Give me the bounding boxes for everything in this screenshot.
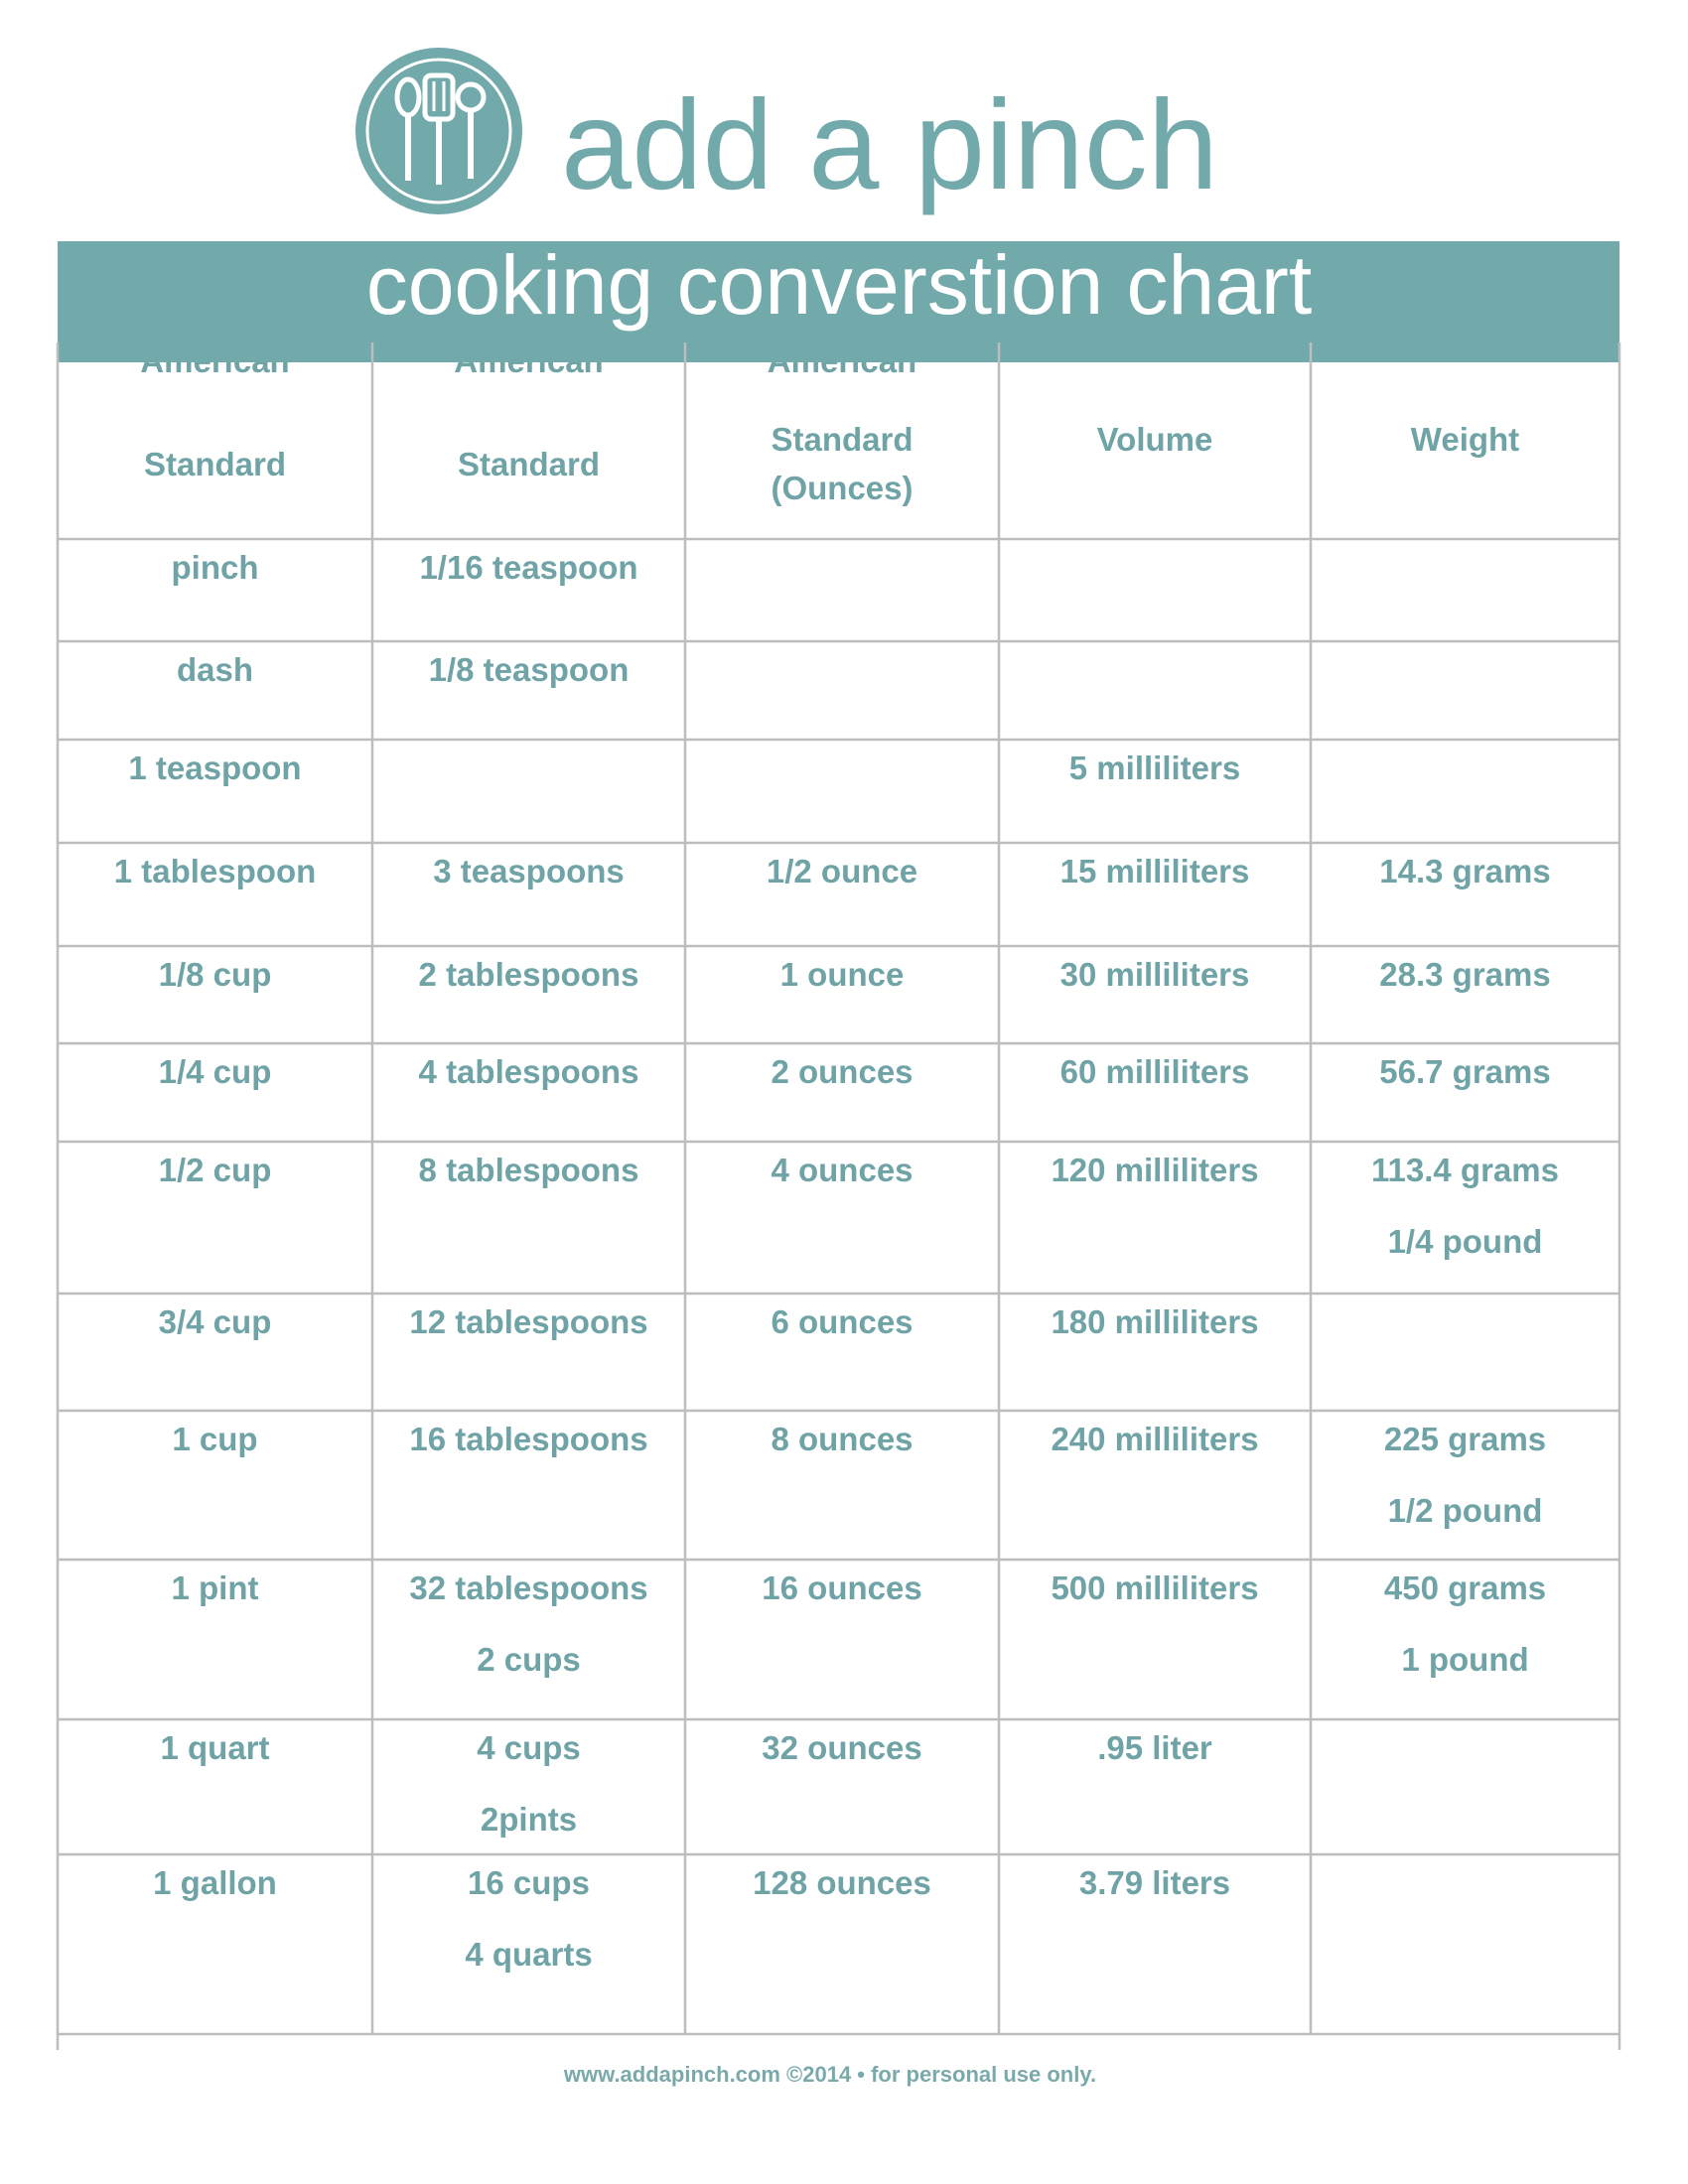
table-cell: 5 milliliters xyxy=(1069,750,1240,786)
table-cell: 4 quarts xyxy=(465,1936,592,1973)
table-cell: 1 cup xyxy=(172,1421,257,1457)
table-cell: 16 tablespoons xyxy=(409,1421,647,1457)
table-cell: 1/2 pound xyxy=(1388,1492,1543,1529)
table-cell: 2 ounces xyxy=(771,1053,913,1090)
table-cell: 3/4 cup xyxy=(159,1303,272,1340)
table-cell: 30 milliliters xyxy=(1060,956,1250,993)
table-cell: 8 ounces xyxy=(771,1421,913,1457)
table-cell: 4 ounces xyxy=(771,1152,913,1188)
table-cell: 1 pint xyxy=(172,1570,259,1606)
table-cell: 56.7 grams xyxy=(1379,1053,1550,1090)
table-cell: 6 ounces xyxy=(771,1303,913,1340)
table-cell: 1/4 cup xyxy=(159,1053,272,1090)
table-cell: 3.79 liters xyxy=(1079,1864,1230,1901)
table-cell: 128 ounces xyxy=(753,1864,931,1901)
table-cell: 1 ounce xyxy=(780,956,905,993)
table-cell: 16 cups xyxy=(468,1864,590,1901)
table-cell: 8 tablespoons xyxy=(419,1152,639,1188)
banner-title: cooking converstion chart xyxy=(366,238,1313,332)
table-cell: 32 tablespoons xyxy=(409,1570,647,1606)
table-cell: 120 milliliters xyxy=(1051,1152,1258,1188)
table-cell: 1 gallon xyxy=(153,1864,277,1901)
table-cell: 240 milliliters xyxy=(1051,1421,1258,1457)
table-cell: 16 ounces xyxy=(762,1570,921,1606)
table-cell: 60 milliliters xyxy=(1060,1053,1250,1090)
table-cell: 1 pound xyxy=(1401,1641,1528,1678)
table-cell: 1/8 teaspoon xyxy=(429,651,630,688)
header-cell: Standard xyxy=(458,446,600,482)
logo-text: add a pinch xyxy=(561,74,1218,216)
header-cell: Volume xyxy=(1097,421,1213,458)
table-cell: 1/2 cup xyxy=(159,1152,272,1188)
header-cell: Standard xyxy=(144,446,286,482)
table-cell: 1 tablespoon xyxy=(114,853,317,889)
header-cell: American xyxy=(454,342,603,379)
table: American Standard American Standard American… xyxy=(56,342,1621,2050)
table-cell: 113.4 grams xyxy=(1371,1152,1559,1188)
table-cell: 1/8 cup xyxy=(159,956,272,993)
header-cell: Weight xyxy=(1411,421,1519,458)
footer: www.addapinch.com ©2014 • for personal u… xyxy=(563,2062,1096,2087)
table-cell: 4 tablespoons xyxy=(419,1053,639,1090)
table-cell: 15 milliliters xyxy=(1060,853,1250,889)
table-cell: dash xyxy=(177,651,253,688)
table-header: American Standard American Standard American… xyxy=(140,342,1519,506)
table-cell: 1 teaspoon xyxy=(128,750,301,786)
header-cell: (Ounces) xyxy=(771,470,913,506)
table-cell: 450 grams xyxy=(1384,1570,1546,1606)
table-cell: 2 tablespoons xyxy=(419,956,639,993)
header-cell: American xyxy=(140,342,289,379)
table-cell: 4 cups xyxy=(477,1729,581,1766)
table-cell: 225 grams xyxy=(1384,1421,1546,1457)
table-cell: 500 milliliters xyxy=(1051,1570,1258,1606)
table-cell: pinch xyxy=(172,549,259,586)
table-cell: 28.3 grams xyxy=(1379,956,1550,993)
table-cell: 2 cups xyxy=(477,1641,581,1678)
table-cell: 180 milliliters xyxy=(1051,1303,1258,1340)
table-cell: 12 tablespoons xyxy=(409,1303,647,1340)
table-cell: 32 ounces xyxy=(762,1729,921,1766)
table-cell: 1 quart xyxy=(160,1729,269,1766)
logo-icon xyxy=(355,48,522,214)
table-cell: 2pints xyxy=(481,1801,577,1838)
table-cell: 3 teaspoons xyxy=(433,853,625,889)
banner xyxy=(58,241,1619,362)
header-cell: American xyxy=(768,342,916,379)
table-cell: .95 liter xyxy=(1097,1729,1212,1766)
table-cell: 1/4 pound xyxy=(1388,1223,1543,1260)
table-cell: 1/2 ounce xyxy=(767,853,917,889)
header-cell: Standard xyxy=(771,421,913,458)
table-cell: 1/16 teaspoon xyxy=(419,549,637,586)
table-cell: 14.3 grams xyxy=(1379,853,1550,889)
